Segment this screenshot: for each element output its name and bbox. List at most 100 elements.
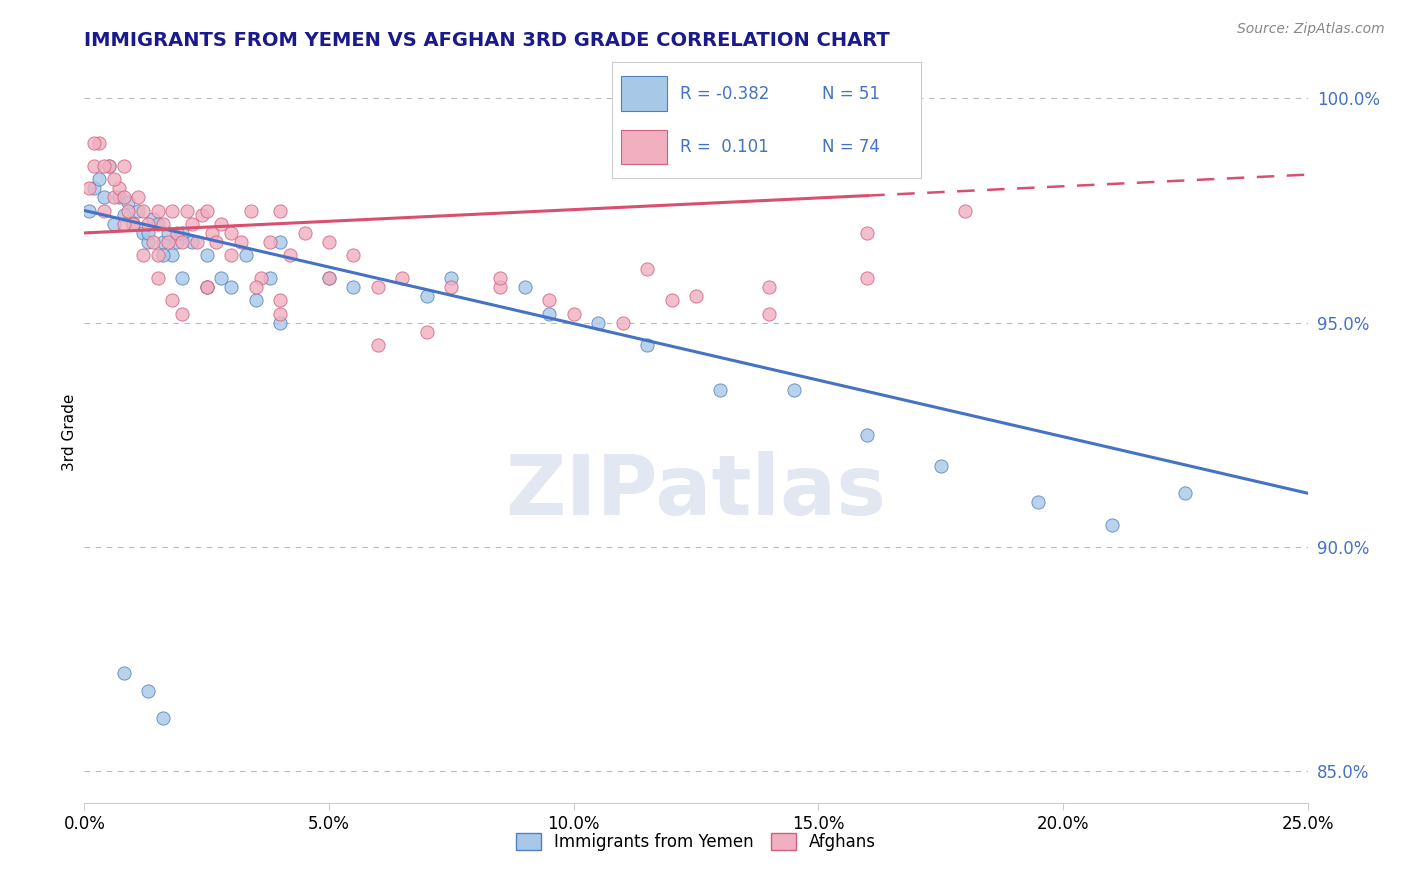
- Point: [219, 280, 242, 294]
- Point: [294, 226, 316, 240]
- Point: [318, 235, 340, 249]
- Point: [1028, 495, 1050, 509]
- Point: [172, 235, 194, 249]
- Point: [112, 217, 135, 231]
- Point: [142, 212, 165, 227]
- Point: [103, 190, 125, 204]
- Point: [685, 289, 707, 303]
- Point: [391, 270, 413, 285]
- Point: [538, 307, 561, 321]
- Point: [87, 172, 110, 186]
- Point: [562, 307, 585, 321]
- Point: [269, 307, 291, 321]
- Point: [132, 248, 155, 262]
- Point: [612, 316, 634, 330]
- Point: [112, 159, 135, 173]
- Point: [953, 203, 976, 218]
- Point: [166, 226, 188, 240]
- Point: [112, 665, 135, 680]
- Point: [146, 270, 169, 285]
- Point: [93, 159, 115, 173]
- Point: [136, 683, 159, 698]
- Point: [489, 270, 512, 285]
- Point: [103, 217, 125, 231]
- Point: [162, 293, 184, 308]
- Point: [416, 325, 439, 339]
- Point: [132, 203, 155, 218]
- Text: N = 74: N = 74: [823, 138, 880, 156]
- Point: [87, 136, 110, 151]
- Point: [709, 383, 731, 397]
- Point: [127, 190, 149, 204]
- Point: [77, 203, 100, 218]
- Point: [152, 217, 174, 231]
- Point: [856, 226, 879, 240]
- Point: [152, 235, 174, 249]
- Point: [416, 289, 439, 303]
- Point: [278, 248, 301, 262]
- Point: [93, 203, 115, 218]
- Point: [142, 235, 165, 249]
- Point: [636, 261, 658, 276]
- Point: [172, 270, 194, 285]
- Point: [219, 248, 242, 262]
- Point: [661, 293, 683, 308]
- Point: [195, 280, 218, 294]
- Text: Source: ZipAtlas.com: Source: ZipAtlas.com: [1237, 22, 1385, 37]
- Y-axis label: 3rd Grade: 3rd Grade: [62, 394, 77, 471]
- Text: IMMIGRANTS FROM YEMEN VS AFGHAN 3RD GRADE CORRELATION CHART: IMMIGRANTS FROM YEMEN VS AFGHAN 3RD GRAD…: [84, 30, 890, 50]
- Point: [97, 159, 120, 173]
- Point: [77, 181, 100, 195]
- Point: [259, 235, 281, 249]
- Point: [162, 203, 184, 218]
- Point: [83, 181, 105, 195]
- Point: [342, 248, 364, 262]
- Point: [191, 208, 214, 222]
- Legend: Immigrants from Yemen, Afghans: Immigrants from Yemen, Afghans: [509, 826, 883, 857]
- Point: [112, 190, 135, 204]
- Point: [83, 136, 105, 151]
- Text: R = -0.382: R = -0.382: [679, 85, 769, 103]
- Point: [132, 226, 155, 240]
- Point: [636, 338, 658, 352]
- Point: [152, 248, 174, 262]
- Point: [538, 293, 561, 308]
- Point: [146, 203, 169, 218]
- Point: [93, 190, 115, 204]
- Point: [107, 190, 129, 204]
- Point: [367, 338, 389, 352]
- Point: [172, 226, 194, 240]
- Point: [209, 217, 232, 231]
- Point: [112, 208, 135, 222]
- Point: [97, 159, 120, 173]
- Point: [107, 181, 129, 195]
- Point: [245, 280, 267, 294]
- Point: [239, 203, 262, 218]
- Point: [166, 235, 188, 249]
- Point: [318, 270, 340, 285]
- Point: [195, 280, 218, 294]
- Text: ZIPatlas: ZIPatlas: [506, 451, 886, 533]
- Point: [1101, 517, 1123, 532]
- Point: [269, 203, 291, 218]
- Point: [245, 293, 267, 308]
- Point: [342, 280, 364, 294]
- Point: [235, 248, 257, 262]
- Point: [122, 217, 145, 231]
- Point: [136, 217, 159, 231]
- Point: [249, 270, 271, 285]
- Point: [219, 226, 242, 240]
- Point: [83, 159, 105, 173]
- Point: [586, 316, 609, 330]
- Point: [176, 203, 198, 218]
- Text: N = 51: N = 51: [823, 85, 880, 103]
- Point: [136, 226, 159, 240]
- Point: [136, 235, 159, 249]
- Point: [209, 270, 232, 285]
- Point: [186, 235, 208, 249]
- Point: [367, 280, 389, 294]
- Point: [195, 248, 218, 262]
- Point: [117, 194, 139, 209]
- Point: [146, 217, 169, 231]
- Point: [269, 316, 291, 330]
